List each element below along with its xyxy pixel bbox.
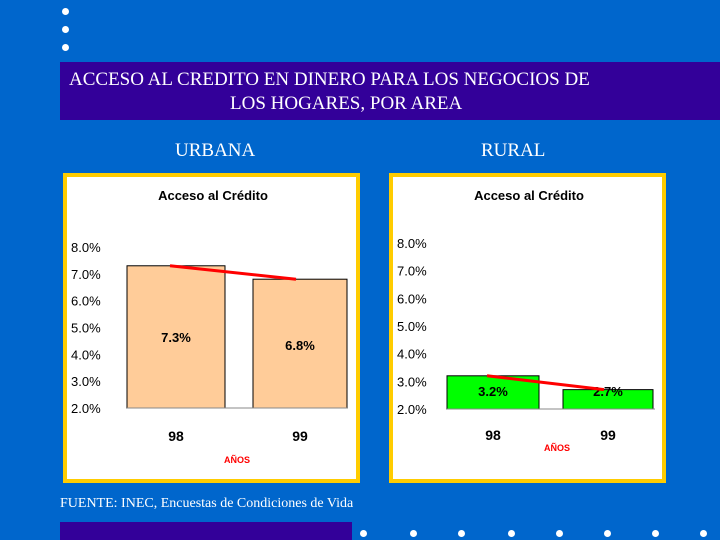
label-urbana: URBANA (175, 140, 256, 161)
chart-panel-urbana: Acceso al Crédito 8.0% 7.0% 6.0% 5.0% 4.0% 3.0… (63, 173, 360, 483)
y-tick-label: 3.0% (71, 374, 101, 389)
bullet-dot (556, 530, 563, 537)
x-tick-label: 98 (168, 428, 184, 444)
chart-title: Acceso al Crédito (158, 188, 268, 203)
x-axis-label: AÑOS (544, 443, 570, 453)
x-axis-label: AÑOS (224, 455, 250, 465)
y-tick-label: 5.0% (397, 319, 427, 334)
source-footnote: FUENTE: INEC, Encuestas de Condiciones d… (60, 496, 354, 511)
y-tick-label: 6.0% (71, 294, 101, 309)
bottom-band (60, 522, 352, 540)
slide-title-line-1: ACCESO AL CREDITO EN DINERO PARA LOS NEG… (69, 69, 590, 90)
bullet-dot (360, 530, 367, 537)
bar-99 (252, 278, 348, 409)
y-tick-label: 3.0% (397, 374, 427, 389)
bullet-dot (62, 26, 69, 33)
y-tick-label: 2.0% (71, 401, 101, 416)
bullet-dot (700, 530, 707, 537)
chart-urbana: Acceso al Crédito 8.0% 7.0% 6.0% 5.0% 4.0% 3.0… (71, 188, 348, 465)
data-label: 2.7% (593, 384, 623, 399)
bullet-dot (508, 530, 515, 537)
chart-title: Acceso al Crédito (474, 188, 584, 203)
bullet-dot (62, 8, 69, 15)
bullet-dot (62, 44, 69, 51)
bullet-dot (458, 530, 465, 537)
data-label: 7.3% (161, 330, 191, 345)
y-tick-label: 7.0% (397, 264, 427, 279)
bullet-dot (652, 530, 659, 537)
slide-title: ACCESO AL CREDITO EN DINERO PARA LOS NEG… (60, 62, 720, 120)
x-tick-label: 98 (485, 427, 501, 443)
chart-panel-rural: Acceso al Crédito 8.0% 7.0% 6.0% 5.0% 4.0% 3.0… (389, 173, 666, 483)
y-tick-label: 8.0% (71, 240, 101, 255)
y-tick-label: 6.0% (397, 291, 427, 306)
trend-line (486, 374, 605, 392)
chart-rural: Acceso al Crédito 8.0% 7.0% 6.0% 5.0% 4.0% 3.0… (397, 188, 655, 453)
x-tick-label: 99 (600, 427, 616, 443)
bullet-dot (410, 530, 417, 537)
y-tick-label: 5.0% (71, 321, 101, 336)
y-tick-label: 2.0% (397, 402, 427, 417)
y-tick-label: 8.0% (397, 236, 427, 251)
y-tick-label: 7.0% (71, 267, 101, 282)
bar-98 (126, 265, 226, 409)
slide-title-line-2: LOS HOGARES, POR AREA (230, 93, 463, 114)
data-label: 3.2% (478, 384, 508, 399)
data-label: 6.8% (285, 338, 315, 353)
y-tick-label: 4.0% (71, 347, 101, 362)
bullet-dot (604, 530, 611, 537)
trend-line (169, 264, 297, 281)
y-tick-label: 4.0% (397, 347, 427, 362)
x-tick-label: 99 (292, 428, 308, 444)
label-rural: RURAL (481, 140, 546, 161)
